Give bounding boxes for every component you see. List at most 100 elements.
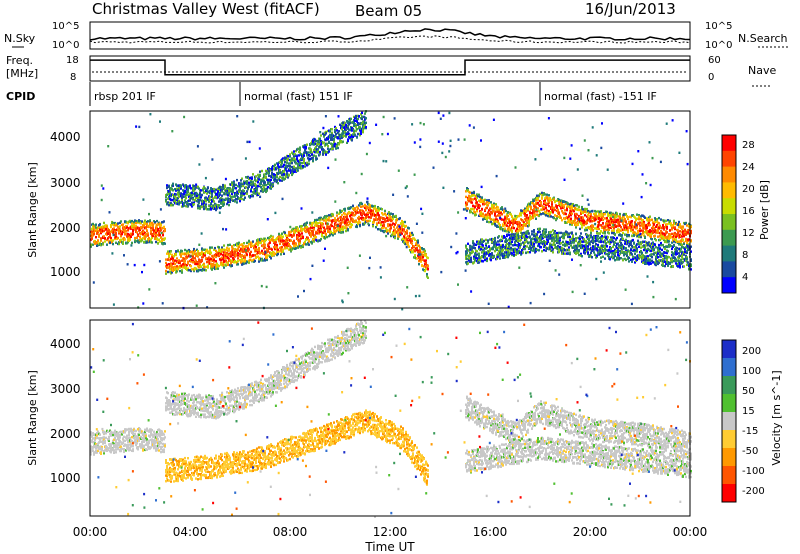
power-cell bbox=[180, 185, 182, 189]
power-cell bbox=[389, 230, 391, 234]
power-cell bbox=[425, 253, 427, 256]
power-cell bbox=[570, 214, 572, 217]
power-cell bbox=[649, 223, 651, 227]
power-cell bbox=[207, 251, 209, 254]
power-cell bbox=[194, 193, 196, 196]
power-cell bbox=[678, 221, 680, 225]
power-cell bbox=[302, 244, 304, 247]
power-cell bbox=[265, 176, 267, 179]
power-cell bbox=[334, 226, 336, 230]
power-cell bbox=[228, 192, 230, 195]
power-cell bbox=[556, 215, 558, 218]
power-cell bbox=[616, 215, 618, 218]
power-cell bbox=[304, 226, 306, 230]
power-cell bbox=[536, 210, 538, 213]
power-cell bbox=[305, 145, 307, 149]
power-cell bbox=[623, 216, 625, 219]
power-cell bbox=[342, 140, 344, 143]
power-cell bbox=[260, 241, 262, 244]
power-cell bbox=[283, 163, 285, 167]
power-cell bbox=[344, 226, 346, 230]
power-cell bbox=[666, 231, 668, 234]
power-cell bbox=[414, 238, 416, 241]
power-cell bbox=[279, 175, 281, 179]
power-cell bbox=[334, 130, 336, 134]
power-cell bbox=[277, 248, 279, 251]
power-cell bbox=[473, 194, 475, 197]
power-cell bbox=[413, 237, 415, 240]
power-cell bbox=[326, 235, 328, 239]
power-cell bbox=[320, 134, 322, 137]
power-cell bbox=[204, 251, 206, 255]
power-cell bbox=[258, 192, 260, 195]
power-cell bbox=[495, 215, 497, 218]
power-cell bbox=[92, 243, 94, 246]
power-cell bbox=[102, 243, 104, 246]
power-cell bbox=[511, 215, 513, 218]
power-cell bbox=[135, 229, 137, 233]
power-cell bbox=[478, 206, 480, 209]
power-cell bbox=[293, 233, 295, 236]
power-cell bbox=[213, 260, 215, 263]
power-cell bbox=[281, 172, 283, 175]
power-cell bbox=[595, 210, 597, 213]
power-cell bbox=[176, 265, 178, 268]
power-cell bbox=[545, 207, 547, 210]
power-cell bbox=[161, 240, 163, 243]
power-cell bbox=[595, 217, 597, 221]
power-cell bbox=[332, 234, 334, 237]
power-cell bbox=[600, 230, 602, 233]
power-cell bbox=[367, 211, 369, 214]
power-cell bbox=[669, 229, 671, 232]
power-cell bbox=[369, 211, 371, 214]
power-cell bbox=[643, 220, 645, 224]
power-cell bbox=[284, 247, 286, 250]
power-cell bbox=[150, 232, 152, 235]
power-cell bbox=[91, 235, 93, 238]
power-cell bbox=[392, 217, 394, 221]
power-cell bbox=[380, 229, 382, 232]
power-cell bbox=[475, 199, 477, 202]
power-cell bbox=[230, 262, 232, 265]
power-cell bbox=[297, 228, 299, 232]
power-cell bbox=[318, 142, 320, 146]
power-cell bbox=[577, 223, 579, 226]
power-cell bbox=[314, 147, 316, 150]
power-cell bbox=[363, 120, 365, 123]
power-cell bbox=[229, 243, 231, 246]
power-cell bbox=[487, 216, 489, 219]
power-cell bbox=[165, 199, 167, 202]
power-cell bbox=[412, 250, 414, 253]
power-cell bbox=[190, 203, 192, 206]
power-cell bbox=[312, 229, 314, 233]
power-cell bbox=[364, 112, 366, 115]
power-cell bbox=[269, 255, 271, 258]
power-cell bbox=[251, 186, 253, 189]
freq-panel: Freq. [MHz] 18 8 Nave 60 0 bbox=[6, 54, 776, 87]
power-cell bbox=[315, 236, 317, 239]
power-cell bbox=[506, 217, 508, 221]
power-cell bbox=[336, 129, 338, 132]
power-cell bbox=[273, 164, 275, 168]
power-cell bbox=[385, 214, 387, 217]
power-cell bbox=[690, 225, 692, 228]
power-cell bbox=[169, 270, 171, 274]
power-cell bbox=[154, 237, 156, 240]
power-cell bbox=[604, 213, 606, 216]
power-cell bbox=[468, 200, 470, 203]
power-cell bbox=[221, 246, 223, 249]
power-cell bbox=[381, 212, 383, 215]
power-cell bbox=[478, 193, 480, 196]
power-cell bbox=[556, 217, 558, 220]
power-cell bbox=[534, 210, 536, 213]
power-cell bbox=[486, 199, 488, 202]
beam-title: Beam 05 bbox=[355, 2, 422, 20]
power-cell bbox=[90, 243, 92, 246]
power-cell bbox=[372, 225, 374, 228]
power-cell bbox=[293, 157, 295, 160]
power-cell bbox=[407, 240, 409, 244]
power-cell bbox=[241, 254, 243, 257]
power-cell bbox=[405, 224, 407, 228]
power-cell bbox=[400, 222, 402, 225]
power-cell bbox=[584, 228, 586, 232]
